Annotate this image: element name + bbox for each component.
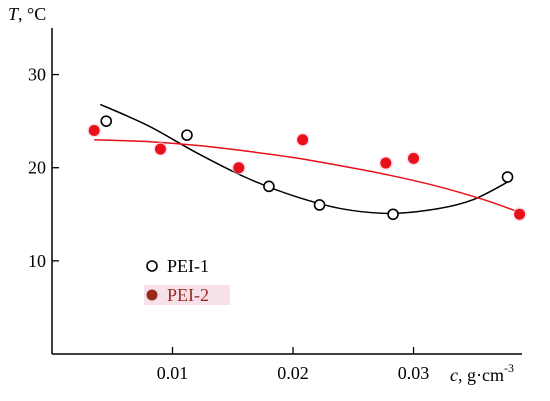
x-tick-label: 0.03 bbox=[398, 363, 430, 383]
legend-label-pei-1: PEI-1 bbox=[167, 256, 209, 276]
x-axis-label: c, g·cm-3 bbox=[450, 361, 514, 385]
pei-1-point bbox=[181, 129, 193, 141]
x-axis-variable: c bbox=[450, 365, 458, 385]
data-points bbox=[87, 115, 527, 222]
pei-1-point bbox=[313, 199, 326, 211]
pei-2-point bbox=[514, 208, 526, 220]
pei-1-point bbox=[263, 180, 275, 193]
pei-2-point bbox=[154, 143, 166, 155]
x-axis-unit: , g·cm bbox=[458, 365, 504, 385]
fit-curves bbox=[94, 103, 520, 215]
y-tick-label: 20 bbox=[28, 158, 46, 178]
legend-marker-pei-2 bbox=[146, 289, 158, 301]
pei-1-point bbox=[501, 171, 514, 183]
pei-2-point bbox=[297, 134, 309, 146]
y-tick-label: 10 bbox=[28, 251, 46, 271]
y-axis-variable: T bbox=[8, 4, 20, 24]
y-axis-label: T, °C bbox=[8, 4, 46, 24]
x-tick-label: 0.02 bbox=[277, 363, 309, 383]
legend: PEI-1 PEI-2 bbox=[144, 256, 230, 305]
pei-2-point bbox=[408, 152, 420, 164]
x-axis-unit-exponent: -3 bbox=[504, 361, 514, 375]
y-tick-label: 30 bbox=[28, 65, 46, 85]
pei-2-fit-curve bbox=[94, 139, 520, 214]
pei-2-point bbox=[233, 162, 245, 174]
y-axis-unit: , °C bbox=[18, 4, 46, 24]
legend-marker-pei-1 bbox=[146, 260, 158, 272]
pei-2-point bbox=[380, 157, 392, 169]
legend-label-pei-2: PEI-2 bbox=[167, 285, 209, 305]
pei-2-point bbox=[88, 124, 100, 136]
axes: 10 20 30 0.01 0.02 0.03 T, °C c, g·cm-3 bbox=[8, 4, 522, 385]
x-tick-label: 0.01 bbox=[157, 363, 189, 383]
pei-1-point bbox=[387, 208, 399, 221]
legend-highlight-pei-2 bbox=[144, 285, 230, 305]
pei-1-point bbox=[100, 115, 113, 127]
